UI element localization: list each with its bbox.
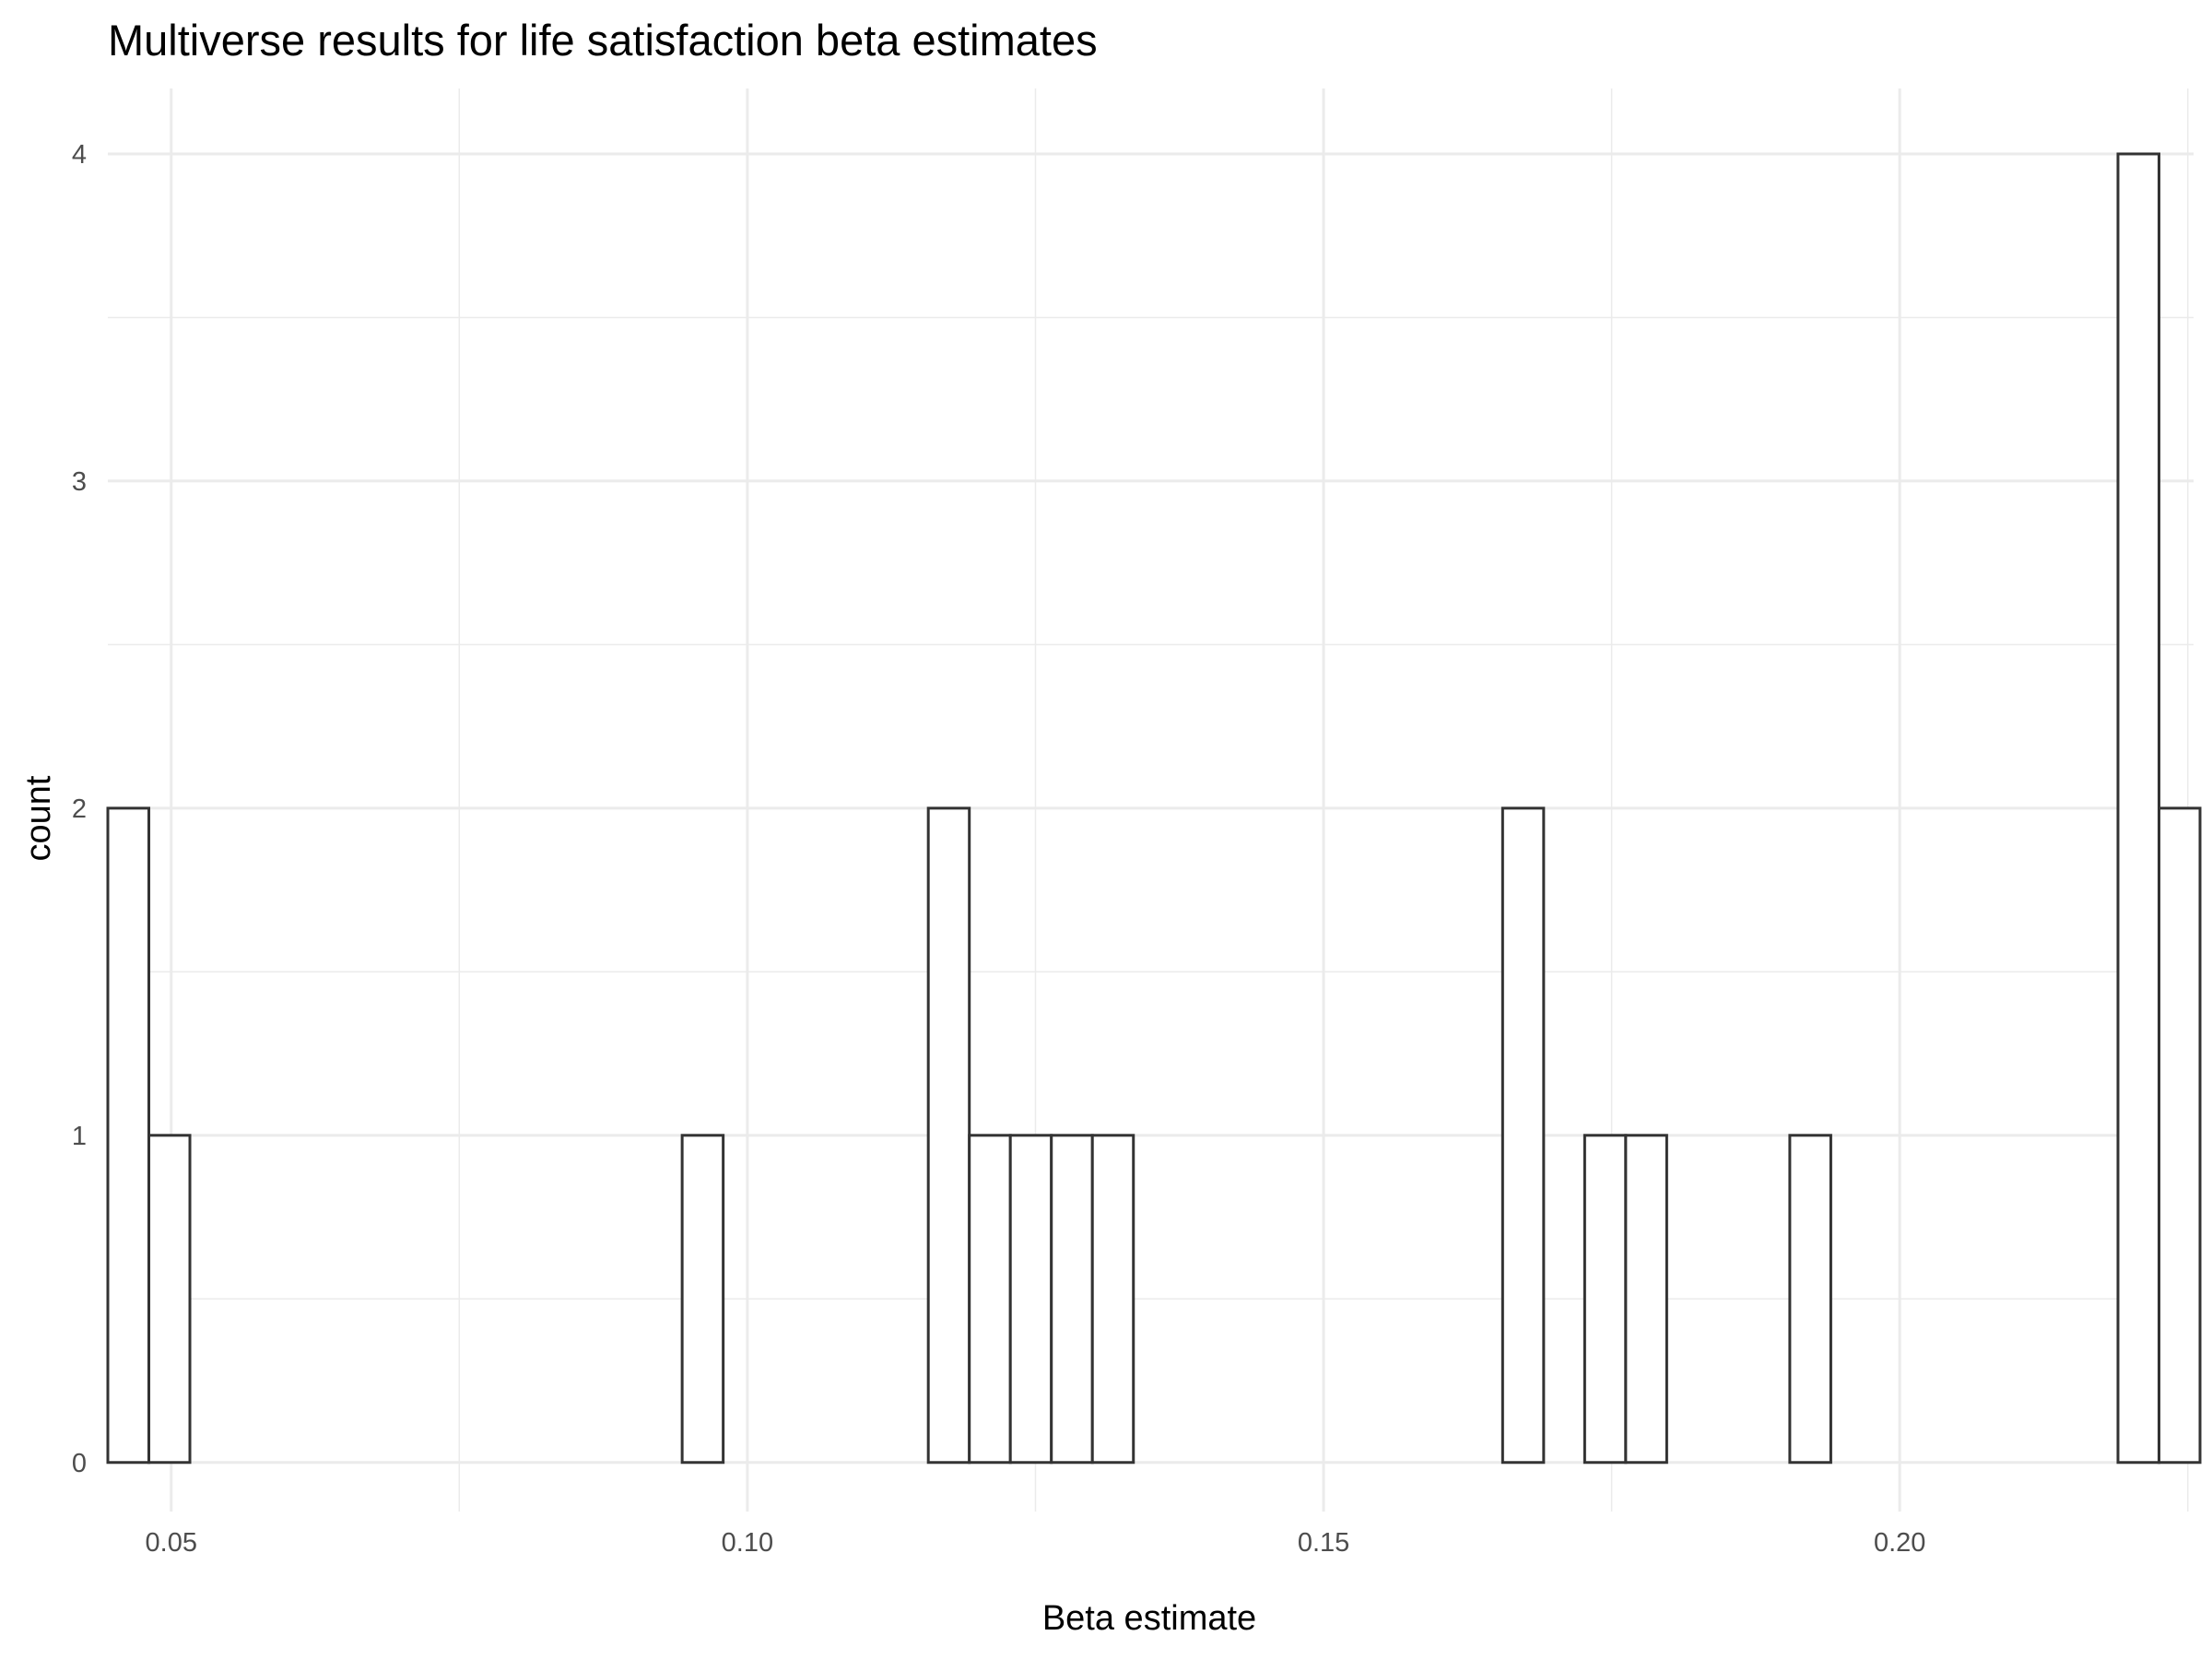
x-tick-label-1: 0.10 bbox=[722, 1528, 773, 1558]
x-tick-label-3: 0.20 bbox=[1874, 1528, 1925, 1558]
x-axis-tick-labels: 0.05 0.10 0.15 0.20 bbox=[146, 1528, 1926, 1558]
histogram-bar-49 bbox=[2116, 152, 2160, 1465]
x-tick-label-0: 0.05 bbox=[146, 1528, 197, 1558]
histogram-bar-37 bbox=[1624, 1134, 1668, 1465]
histogram-bar-41 bbox=[1788, 1134, 1832, 1465]
y-tick-label-1: 1 bbox=[72, 1122, 87, 1151]
histogram-bar-21 bbox=[968, 1134, 1012, 1465]
histogram-bar-1 bbox=[147, 1134, 192, 1465]
histogram-bar-22 bbox=[1008, 1134, 1053, 1465]
histogram-bar-50 bbox=[2157, 806, 2202, 1465]
histogram-bar-24 bbox=[1090, 1134, 1135, 1465]
chart-title: Multiverse results for life satisfaction… bbox=[108, 16, 1098, 65]
histogram-bar-0 bbox=[106, 806, 151, 1465]
histogram-bars bbox=[106, 152, 2202, 1465]
y-tick-label-0: 0 bbox=[72, 1449, 87, 1478]
x-axis-title: Beta estimate bbox=[1042, 1599, 1256, 1638]
x-tick-label-2: 0.15 bbox=[1298, 1528, 1349, 1558]
histogram-bar-20 bbox=[926, 806, 971, 1465]
histogram-bar-14 bbox=[680, 1134, 725, 1465]
y-axis-title: count bbox=[19, 775, 58, 861]
histogram-bar-23 bbox=[1050, 1134, 1094, 1465]
y-tick-label-3: 3 bbox=[72, 467, 87, 497]
major-gridlines bbox=[108, 88, 2194, 1512]
histogram-bar-36 bbox=[1583, 1134, 1628, 1465]
minor-gridlines bbox=[108, 88, 2194, 1512]
y-tick-label-4: 4 bbox=[72, 140, 87, 170]
histogram-bar-34 bbox=[1500, 806, 1546, 1465]
y-tick-label-2: 2 bbox=[72, 794, 87, 824]
y-axis-tick-labels: 0 1 2 3 4 bbox=[72, 140, 87, 1478]
